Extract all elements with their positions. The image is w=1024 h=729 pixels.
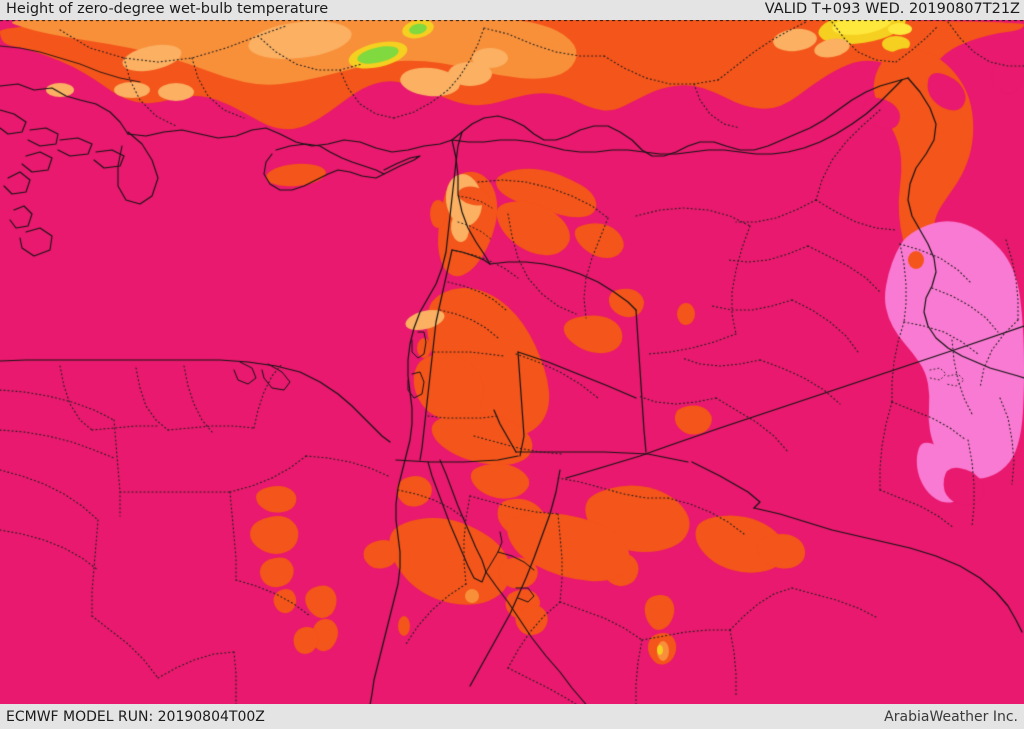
provider-credit: ArabiaWeather Inc. (884, 709, 1018, 725)
header-bar: Height of zero-degree wet-bulb temperatu… (0, 0, 1024, 20)
page-title: Height of zero-degree wet-bulb temperatu… (6, 1, 329, 17)
map-viewport[interactable] (0, 19, 1024, 705)
weather-contour-map[interactable] (0, 19, 1024, 705)
valid-time-label: VALID T+093 WED. 20190807T21Z (764, 1, 1020, 17)
model-run-label: ECMWF MODEL RUN: 20190804T00Z (6, 709, 265, 725)
footer-bar: ECMWF MODEL RUN: 20190804T00Z ArabiaWeat… (0, 704, 1024, 729)
